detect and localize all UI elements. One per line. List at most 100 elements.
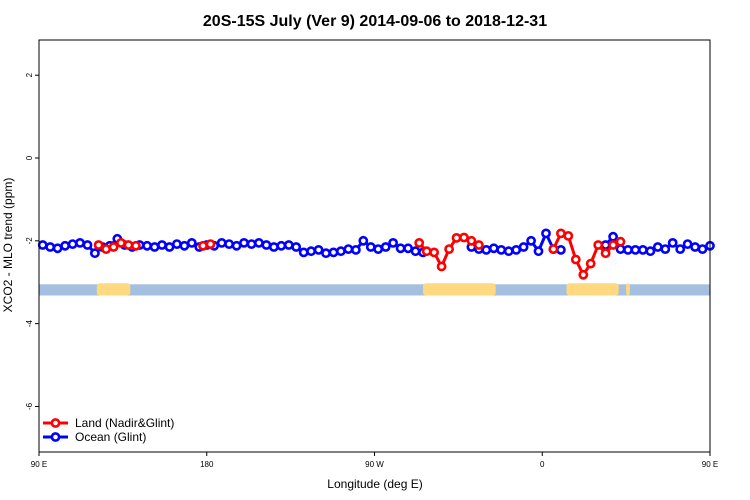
land-data-point — [548, 244, 559, 254]
ocean-data-point — [37, 240, 48, 250]
land-data-point — [608, 240, 618, 250]
ocean-data-point — [67, 239, 78, 249]
ocean-data-point — [682, 239, 693, 249]
ocean-data-point — [45, 242, 56, 252]
ocean-data-point — [171, 239, 182, 249]
legend-label: Ocean (Glint) — [75, 430, 146, 444]
ocean-strip — [39, 284, 710, 296]
y-tick-label: -2 — [25, 237, 34, 245]
y-tick-label: -4 — [25, 320, 34, 328]
ocean-data-point — [90, 248, 100, 259]
ocean-data-point — [75, 237, 85, 248]
ocean-data-point — [380, 242, 391, 252]
ocean-data-point — [157, 240, 167, 250]
land-data-point — [101, 244, 111, 254]
land-data-point — [600, 248, 611, 259]
x-tick-label: 0 — [540, 460, 545, 469]
land-data-point — [108, 242, 119, 252]
land-strip-segment — [626, 283, 630, 296]
ocean-data-point — [343, 244, 354, 254]
x-axis: 90 E 180 90 W 0 90 E — [31, 452, 718, 469]
ocean-data-point — [261, 240, 272, 250]
land-data-point — [130, 240, 141, 251]
ocean-data-point — [246, 239, 257, 249]
ocean-data-point — [216, 237, 227, 248]
ocean-data-point — [526, 235, 536, 246]
ocean-data-point — [224, 239, 234, 249]
ocean-data-point — [358, 235, 369, 246]
y-tick-label: 2 — [25, 72, 34, 77]
ocean-data-point — [321, 248, 331, 259]
ocean-data-point — [268, 242, 279, 252]
chart-title: 20S-15S July (Ver 9) 2014-09-06 to 2018-… — [203, 13, 547, 30]
ocean-data-point — [283, 240, 294, 250]
land-data-point — [578, 269, 589, 280]
land-data-point — [116, 237, 126, 248]
x-axis-label: Longitude (deg E) — [327, 477, 422, 491]
land-data-point — [466, 235, 477, 246]
ocean-data-point — [556, 244, 566, 255]
ocean-data-point — [52, 243, 63, 254]
land-data-point — [421, 246, 432, 257]
land-data-point — [414, 237, 425, 248]
ocean-data-point — [638, 244, 648, 255]
land-strip-segment — [566, 283, 619, 296]
ocean-data-point — [533, 246, 544, 257]
x-tick-label: 90 W — [365, 460, 384, 469]
ocean-data-point — [410, 246, 421, 257]
land-data-point — [205, 239, 216, 249]
ocean-data-point — [350, 244, 361, 255]
ocean-data-point — [608, 231, 618, 242]
legend-swatch-marker — [50, 432, 61, 442]
land-data-point — [198, 240, 208, 251]
y-tick-label: -6 — [25, 402, 34, 410]
ocean-data-point — [82, 240, 93, 250]
series-layer — [37, 228, 715, 280]
ocean-data-point — [660, 244, 671, 254]
ocean-data-point — [306, 246, 316, 257]
ocean-data-point — [395, 243, 406, 254]
x-tick-label: 180 — [200, 460, 214, 469]
ocean-data-point — [253, 237, 264, 248]
land-data-point — [593, 240, 604, 250]
land-data-point — [436, 261, 447, 272]
land-data-point — [451, 232, 462, 243]
y-tick-label: 0 — [25, 155, 34, 160]
y-axis: 2 0 -2 -4 -6 — [25, 72, 39, 410]
ocean-data-point — [697, 244, 708, 254]
ocean-data-point — [496, 244, 507, 255]
x-tick-label: 90 E — [702, 460, 718, 469]
legend: Land (Nadir&Glint)Ocean (Glint) — [43, 416, 174, 444]
ocean-data-point — [239, 237, 249, 248]
land-data-point — [444, 244, 454, 254]
ocean-data-point — [503, 246, 514, 257]
land-strip-segment — [422, 283, 496, 296]
legend-swatch-marker — [50, 418, 61, 428]
ocean-data-point — [652, 242, 663, 252]
x-tick-label: 90 E — [31, 460, 47, 469]
land-strip-segment — [96, 283, 131, 296]
ocean-data-point — [630, 244, 641, 255]
legend-label: Land (Nadir&Glint) — [75, 416, 174, 430]
land-data-point — [585, 258, 596, 269]
ocean-data-point — [298, 247, 309, 258]
ocean-data-point — [276, 240, 287, 251]
ocean-data-point — [335, 246, 346, 257]
ocean-data-point — [149, 242, 160, 252]
ocean-data-point — [488, 243, 499, 254]
land-data-point — [473, 240, 484, 250]
y-axis-label: XCO2 - MLO trend (ppm) — [1, 178, 15, 313]
ocean-data-point — [186, 237, 197, 248]
land-data-point — [459, 232, 469, 243]
ocean-data-point — [645, 246, 656, 257]
ocean-data-point — [481, 244, 492, 255]
ocean-data-point — [675, 244, 686, 254]
ocean-data-point — [388, 237, 398, 248]
land-data-point — [563, 230, 574, 241]
land-data-point — [429, 247, 439, 258]
ocean-data-point — [518, 242, 529, 252]
land-data-point — [123, 240, 134, 250]
surface-strip — [39, 283, 710, 296]
land-data-point — [93, 240, 104, 250]
